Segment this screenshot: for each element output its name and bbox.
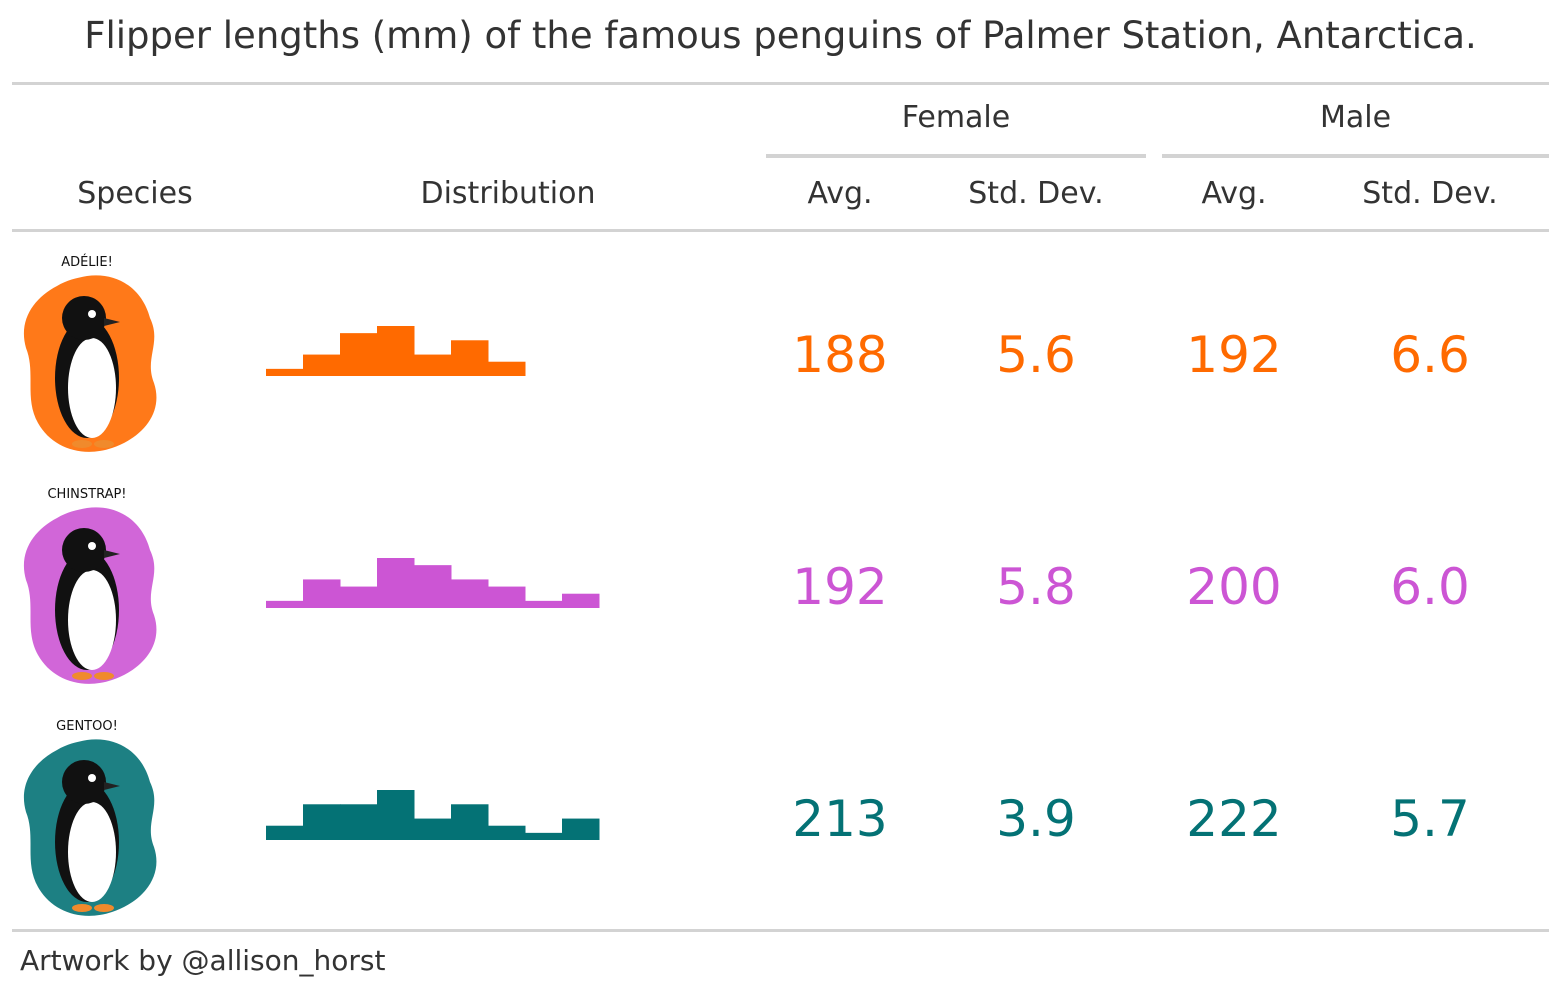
histogram-bar	[303, 804, 341, 840]
table-row: CHINSTRAP! 192 5.8 200 6.0	[0, 470, 1561, 700]
header-rule	[12, 229, 1549, 232]
female-spanner-rule	[766, 154, 1146, 158]
histogram-bar	[377, 326, 415, 376]
penguin-foot	[94, 440, 114, 448]
cell-female-sd: 5.6	[996, 326, 1076, 384]
col-header-female-sd: Std. Dev.	[968, 176, 1104, 211]
cell-male-sd: 5.7	[1390, 790, 1470, 848]
histogram-bar	[266, 825, 304, 840]
histogram-bar	[525, 832, 563, 840]
male-spanner-rule	[1162, 154, 1549, 158]
cell-male-sd: 6.6	[1390, 326, 1470, 384]
penguin-foot	[94, 904, 114, 912]
penguin-foot	[72, 904, 92, 912]
histogram-bar	[562, 818, 600, 840]
penguin-belly	[68, 570, 116, 670]
histogram-bar	[340, 804, 378, 840]
histogram-bar	[414, 565, 452, 608]
female-spanner: Female	[901, 100, 1011, 135]
distribution-histogram	[266, 326, 526, 376]
penguin-eye	[88, 310, 96, 318]
penguin-belly	[68, 802, 116, 902]
cell-male-avg: 200	[1186, 558, 1282, 616]
penguin-beak	[104, 550, 120, 558]
cell-female-avg: 192	[792, 558, 888, 616]
table-row: GENTOO! 213 3.9 222 5.7	[0, 702, 1561, 932]
artwork-credit: Artwork by @allison_horst	[20, 944, 386, 977]
histogram-bar	[451, 804, 489, 840]
table-row: ADÉLIE! 188 5.6 192 6.6	[0, 238, 1561, 468]
histogram-bar	[488, 361, 526, 376]
cell-male-avg: 192	[1186, 326, 1282, 384]
col-header-male-sd: Std. Dev.	[1362, 176, 1498, 211]
histogram-bar	[303, 354, 341, 376]
histogram-bar	[488, 586, 526, 608]
penguin-artwork: CHINSTRAP!	[23, 487, 157, 684]
histogram-bar	[414, 354, 452, 376]
bottom-rule	[12, 929, 1549, 932]
histogram-bar	[340, 333, 378, 376]
distribution-histogram	[266, 790, 600, 840]
histogram-bar	[377, 790, 415, 840]
penguin-belly	[68, 338, 116, 438]
cell-female-avg: 213	[792, 790, 888, 848]
histogram-bar	[488, 825, 526, 840]
histogram-bar	[525, 600, 563, 608]
histogram-bar	[266, 600, 304, 608]
col-header-female-avg: Avg.	[807, 176, 873, 211]
histogram-bar	[377, 558, 415, 608]
penguin-head	[62, 760, 106, 804]
penguin-foot	[72, 672, 92, 680]
histogram-bar	[451, 340, 489, 376]
histogram-bar	[414, 818, 452, 840]
histogram-bar	[340, 586, 378, 608]
cell-male-avg: 222	[1186, 790, 1282, 848]
penguin-eye	[88, 774, 96, 782]
penguin-eye	[88, 542, 96, 550]
histogram-bar	[303, 579, 341, 608]
chart-title: Flipper lengths (mm) of the famous pengu…	[84, 14, 1477, 57]
penguin-foot	[72, 440, 92, 448]
penguin-beak	[104, 782, 120, 790]
histogram-bar	[451, 579, 489, 608]
penguin-foot	[94, 672, 114, 680]
col-header-distribution: Distribution	[420, 176, 596, 211]
histogram-bar	[562, 593, 600, 608]
histogram-bar	[266, 368, 304, 376]
cell-female-avg: 188	[792, 326, 888, 384]
penguin-beak	[104, 318, 120, 326]
male-spanner: Male	[1319, 100, 1392, 135]
cell-female-sd: 3.9	[996, 790, 1076, 848]
distribution-histogram	[266, 558, 600, 608]
penguin-artwork: GENTOO!	[23, 719, 157, 916]
cell-female-sd: 5.8	[996, 558, 1076, 616]
penguin-art-label: ADÉLIE!	[61, 254, 113, 270]
penguin-head	[62, 296, 106, 340]
penguin-head	[62, 528, 106, 572]
penguin-art-label: GENTOO!	[56, 719, 118, 734]
col-header-male-avg: Avg.	[1201, 176, 1267, 211]
penguin-art-label: CHINSTRAP!	[47, 487, 126, 502]
top-rule	[12, 82, 1549, 85]
penguin-artwork: ADÉLIE!	[23, 254, 157, 452]
cell-male-sd: 6.0	[1390, 558, 1470, 616]
col-header-species: Species	[77, 176, 193, 211]
